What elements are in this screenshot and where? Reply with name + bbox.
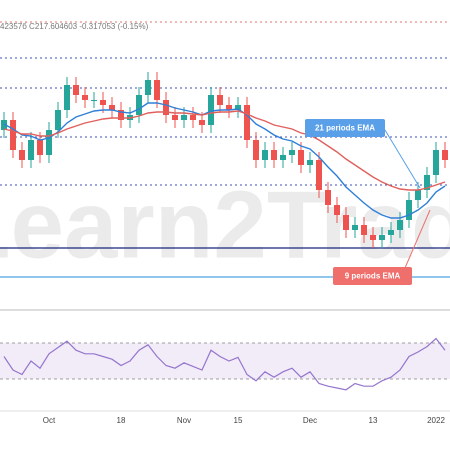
candle-body [118, 110, 124, 120]
candle-body [28, 140, 34, 160]
candle-body [145, 80, 151, 95]
candle-body [163, 100, 169, 115]
candle-body [226, 105, 232, 110]
candle-body [307, 160, 313, 165]
candle-body [1, 120, 7, 130]
candle-body [235, 105, 241, 110]
annotation-box [305, 119, 385, 137]
candle-body [91, 100, 97, 101]
x-tick-label: 2022 [427, 416, 445, 425]
candle-body [316, 160, 322, 190]
candle-body [397, 220, 403, 230]
ema-line [3, 110, 446, 191]
annotation-text: 9 periods EMA [345, 272, 401, 281]
rsi-line [3, 337, 446, 391]
candle-body [424, 175, 430, 190]
candle-body [343, 215, 349, 230]
candle-body [19, 150, 25, 160]
watermark: Learn2Trade [0, 171, 450, 278]
candle-body [244, 105, 250, 140]
candle-body [379, 235, 385, 240]
candle-body [442, 150, 448, 160]
x-tick-label: 15 [234, 416, 243, 425]
ohlc-header: 42357б C217.604603 -0.317053 (-0.15%) [0, 22, 149, 31]
candle-body [181, 115, 187, 120]
candle-body [172, 115, 178, 120]
annotation-text: 21 periods EMA [315, 124, 375, 133]
x-tick-label: 18 [117, 416, 126, 425]
annotation-arrow [384, 129, 421, 189]
rsi-band [0, 343, 450, 379]
x-tick-label: Oct [43, 416, 56, 425]
candle-body [190, 115, 196, 120]
candle-body [289, 150, 295, 155]
candle-body [109, 105, 115, 110]
candle-body [136, 95, 142, 115]
candle-body [361, 225, 367, 235]
candle-body [55, 110, 61, 130]
candle-body [370, 235, 376, 240]
annotation-box [333, 267, 412, 285]
candle-body [253, 140, 259, 160]
candle-body [199, 120, 205, 125]
candle-body [262, 150, 268, 160]
candle-body [325, 190, 331, 205]
candle-body [433, 150, 439, 175]
candle-body [73, 85, 79, 95]
candle-body [388, 230, 394, 235]
candle-body [208, 95, 214, 125]
candle-body [406, 200, 412, 220]
candle-body [37, 140, 43, 155]
ema-line [3, 102, 446, 219]
candle-body [46, 130, 52, 155]
candle-body [271, 150, 277, 160]
annotation-arrow [404, 209, 431, 269]
x-tick-label: Dec [303, 416, 317, 425]
candle-body [64, 85, 70, 110]
x-tick-label: Nov [177, 416, 191, 425]
candle-body [82, 95, 88, 100]
candle-body [415, 190, 421, 200]
candle-body [154, 80, 160, 100]
candle-body [280, 155, 286, 160]
candle-body [100, 100, 106, 105]
candle-body [298, 150, 304, 165]
candle-body [352, 225, 358, 230]
candle-body [334, 205, 340, 215]
x-tick-label: 13 [369, 416, 378, 425]
candle-body [10, 120, 16, 150]
candle-body [217, 95, 223, 105]
